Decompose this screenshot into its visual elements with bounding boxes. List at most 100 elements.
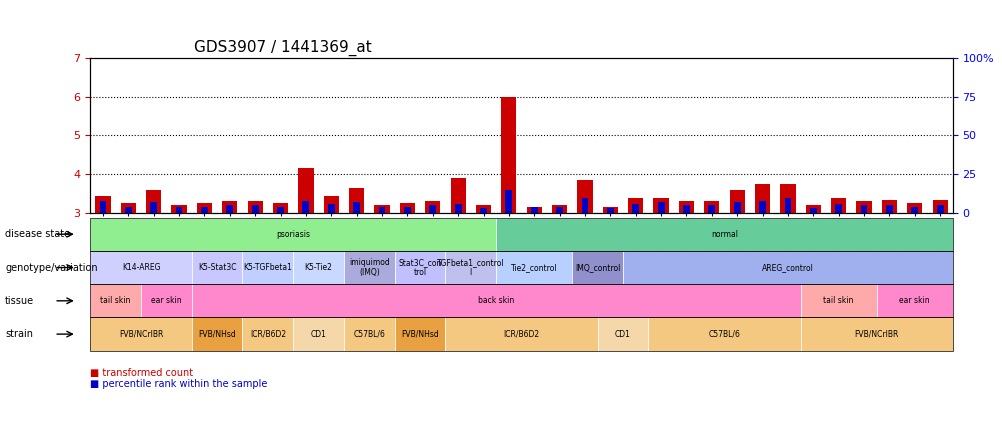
Text: CD1: CD1 bbox=[311, 329, 327, 339]
Bar bbox=[425, 202, 440, 213]
Bar bbox=[200, 207, 207, 213]
Bar bbox=[429, 206, 436, 213]
Bar bbox=[501, 97, 516, 213]
Text: back skin: back skin bbox=[478, 296, 514, 305]
Bar bbox=[450, 178, 465, 213]
Text: ICR/B6D2: ICR/B6D2 bbox=[249, 329, 286, 339]
Bar bbox=[653, 198, 668, 213]
Bar bbox=[303, 201, 309, 213]
Bar bbox=[374, 206, 389, 213]
Bar bbox=[657, 202, 664, 213]
Text: Tie2_control: Tie2_control bbox=[510, 263, 557, 272]
Bar bbox=[454, 204, 461, 213]
Bar bbox=[404, 207, 411, 213]
Bar bbox=[627, 198, 642, 213]
Bar bbox=[226, 206, 233, 213]
Bar bbox=[353, 202, 360, 213]
Bar bbox=[885, 206, 892, 213]
Text: C57BL/6: C57BL/6 bbox=[707, 329, 739, 339]
Bar bbox=[577, 180, 592, 213]
Bar bbox=[171, 206, 186, 213]
Text: AREG_control: AREG_control bbox=[762, 263, 813, 272]
Text: K5-Stat3C: K5-Stat3C bbox=[197, 263, 236, 272]
Bar bbox=[252, 206, 259, 213]
Text: FVB/NHsd: FVB/NHsd bbox=[401, 329, 439, 339]
Text: ■ percentile rank within the sample: ■ percentile rank within the sample bbox=[90, 379, 268, 389]
Bar bbox=[526, 207, 541, 213]
Bar bbox=[247, 202, 263, 213]
Text: ear skin: ear skin bbox=[151, 296, 181, 305]
Bar bbox=[936, 206, 943, 213]
Bar bbox=[678, 202, 693, 213]
Bar bbox=[530, 207, 537, 213]
Bar bbox=[150, 202, 157, 213]
Bar bbox=[99, 201, 106, 213]
Bar bbox=[759, 201, 766, 213]
Bar bbox=[911, 207, 917, 213]
Bar bbox=[780, 184, 795, 213]
Text: ■ transformed count: ■ transformed count bbox=[90, 368, 193, 378]
Text: ear skin: ear skin bbox=[899, 296, 929, 305]
Bar bbox=[95, 196, 110, 213]
Bar bbox=[146, 190, 161, 213]
Text: psoriasis: psoriasis bbox=[276, 230, 310, 239]
Bar bbox=[475, 206, 491, 213]
Bar bbox=[728, 190, 744, 213]
Bar bbox=[378, 207, 385, 213]
Bar bbox=[856, 202, 871, 213]
Bar bbox=[881, 199, 896, 213]
Bar bbox=[805, 206, 820, 213]
Text: K14-AREG: K14-AREG bbox=[121, 263, 160, 272]
Text: C57BL/6: C57BL/6 bbox=[353, 329, 385, 339]
Bar bbox=[831, 198, 846, 213]
Text: tail skin: tail skin bbox=[100, 296, 130, 305]
Text: normal: normal bbox=[710, 230, 737, 239]
Text: imiquimod
(IMQ): imiquimod (IMQ) bbox=[349, 258, 390, 277]
Bar bbox=[755, 184, 770, 213]
Text: genotype/variation: genotype/variation bbox=[5, 262, 97, 273]
Bar bbox=[298, 168, 314, 213]
Bar bbox=[606, 209, 613, 213]
Bar bbox=[120, 203, 136, 213]
Text: FVB/NCrIBR: FVB/NCrIBR bbox=[854, 329, 898, 339]
Text: GDS3907 / 1441369_at: GDS3907 / 1441369_at bbox=[193, 40, 371, 56]
Bar bbox=[602, 207, 617, 213]
Bar bbox=[581, 198, 588, 213]
Text: ICR/B6D2: ICR/B6D2 bbox=[503, 329, 539, 339]
Bar bbox=[125, 207, 131, 213]
Bar bbox=[273, 203, 288, 213]
Bar bbox=[809, 209, 816, 213]
Bar bbox=[196, 203, 211, 213]
Bar bbox=[733, 202, 739, 213]
Bar bbox=[682, 206, 689, 213]
Bar bbox=[906, 203, 922, 213]
Bar bbox=[349, 188, 364, 213]
Bar bbox=[707, 206, 714, 213]
Text: IMQ_control: IMQ_control bbox=[574, 263, 620, 272]
Text: Stat3C_con
trol: Stat3C_con trol bbox=[398, 258, 441, 277]
Bar bbox=[631, 204, 638, 213]
Text: FVB/NCrIBR: FVB/NCrIBR bbox=[118, 329, 163, 339]
Text: tissue: tissue bbox=[5, 296, 34, 306]
Bar bbox=[175, 207, 182, 213]
Bar bbox=[277, 207, 284, 213]
Text: FVB/NHsd: FVB/NHsd bbox=[198, 329, 235, 339]
Text: K5-TGFbeta1: K5-TGFbeta1 bbox=[243, 263, 292, 272]
Bar bbox=[222, 202, 237, 213]
Bar bbox=[835, 204, 842, 213]
Text: tail skin: tail skin bbox=[823, 296, 853, 305]
Text: CD1: CD1 bbox=[614, 329, 630, 339]
Text: K5-Tie2: K5-Tie2 bbox=[305, 263, 333, 272]
Bar bbox=[328, 204, 335, 213]
Bar bbox=[556, 207, 562, 213]
Text: disease state: disease state bbox=[5, 229, 70, 239]
Bar bbox=[551, 206, 567, 213]
Text: strain: strain bbox=[5, 329, 33, 339]
Bar bbox=[932, 199, 947, 213]
Bar bbox=[400, 203, 415, 213]
Bar bbox=[480, 209, 486, 213]
Bar bbox=[860, 206, 867, 213]
Bar bbox=[324, 196, 339, 213]
Bar bbox=[784, 198, 791, 213]
Bar bbox=[505, 190, 512, 213]
